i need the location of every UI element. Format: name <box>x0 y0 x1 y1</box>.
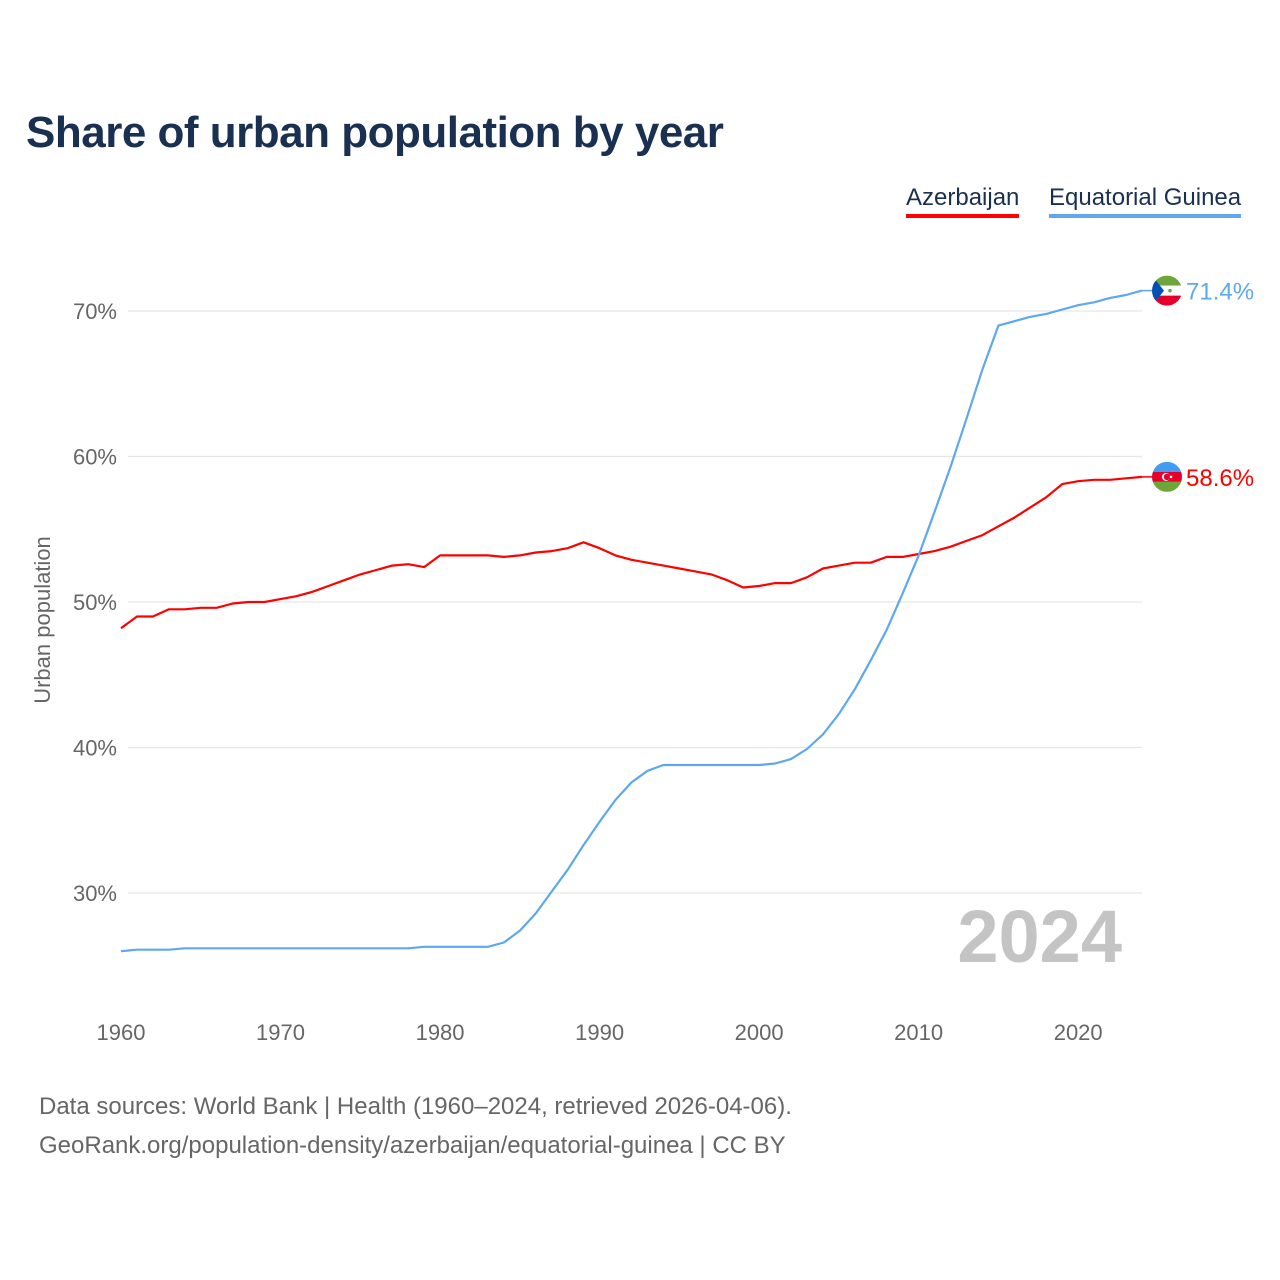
equatorial-guinea-flag-icon <box>1152 275 1182 306</box>
x-tick-label: 1990 <box>575 1020 624 1045</box>
source-note: Data sources: World Bank | Health (1960–… <box>39 1087 792 1165</box>
azerbaijan-flag-icon <box>1152 461 1182 492</box>
year-watermark: 2024 <box>957 895 1122 978</box>
end-value-label: 58.6% <box>1186 465 1254 492</box>
x-tick-label: 2000 <box>735 1020 784 1045</box>
y-tick-label: 50% <box>73 590 117 615</box>
y-tick-label: 40% <box>73 736 117 761</box>
series-line-azerbaijan <box>120 475 1143 630</box>
source-line-1: Data sources: World Bank | Health (1960–… <box>39 1093 792 1120</box>
source-line-2[interactable]: GeoRank.org/population-density/azerbaija… <box>39 1132 786 1159</box>
x-tick-label: 2020 <box>1054 1020 1103 1045</box>
legend-azerbaijan[interactable]: Azerbaijan <box>906 184 1020 218</box>
x-tick-label: 1960 <box>97 1020 146 1045</box>
x-tick-label: 2010 <box>894 1020 943 1045</box>
series-line-equatorial-guinea <box>120 289 1143 953</box>
y-tick-label: 60% <box>73 445 117 470</box>
chart-title: Share of urban population by year <box>26 108 724 157</box>
x-tick-label: 1970 <box>256 1020 305 1045</box>
y-axis-label: Urban population <box>30 536 55 704</box>
x-tick-label: 1980 <box>416 1020 465 1045</box>
legend-equatorial-guinea[interactable]: Equatorial Guinea <box>1049 184 1242 218</box>
y-tick-label: 30% <box>73 881 117 906</box>
end-value-label: 71.4% <box>1186 279 1254 306</box>
y-tick-label: 70% <box>73 299 117 324</box>
